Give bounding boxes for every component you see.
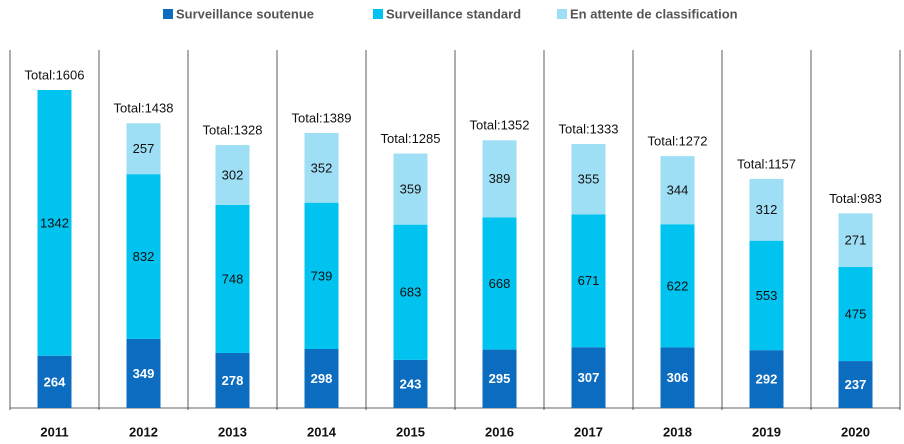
bar-segment — [571, 214, 606, 348]
legend-label: En attente de classification — [570, 6, 738, 21]
bar-segment — [37, 90, 72, 356]
bar-segment — [126, 174, 161, 339]
total-label: Total:1606 — [25, 67, 85, 82]
x-tick-label: 2019 — [752, 424, 781, 439]
bar-segment — [304, 202, 339, 349]
bar-segment — [482, 349, 517, 408]
x-tick-label: 2017 — [574, 424, 603, 439]
bar-segment — [838, 267, 873, 362]
x-tick-label: 2018 — [663, 424, 692, 439]
data-label: 739 — [311, 268, 333, 283]
bar-segment — [482, 217, 517, 350]
bar-segment — [304, 132, 339, 203]
x-tick-label: 2012 — [129, 424, 158, 439]
bar-segment — [571, 347, 606, 408]
data-label: 748 — [222, 271, 244, 286]
bar-segment — [571, 144, 606, 215]
bar-segment — [304, 348, 339, 408]
data-label: 389 — [489, 171, 511, 186]
total-label: Total:1438 — [114, 101, 174, 116]
data-label: 271 — [845, 233, 867, 248]
bar-segment — [838, 361, 873, 408]
bar-segment — [660, 156, 695, 225]
bar-segment — [37, 355, 72, 408]
bar-segment — [838, 213, 873, 268]
total-label: Total:1389 — [292, 110, 352, 125]
x-tick-label: 2016 — [485, 424, 514, 439]
bar-segment — [126, 338, 161, 408]
data-label: 622 — [667, 278, 689, 293]
data-label: 243 — [400, 376, 422, 391]
data-label: 306 — [667, 370, 689, 385]
bar-segment — [749, 178, 784, 241]
total-label: Total:983 — [829, 191, 882, 206]
legend-swatch — [163, 9, 173, 19]
total-label: Total:1157 — [737, 156, 796, 171]
data-label: 292 — [756, 372, 778, 387]
bar-segment — [215, 145, 250, 205]
bar-segment — [660, 224, 695, 348]
data-label: 1342 — [40, 215, 69, 230]
total-label: Total:1285 — [381, 131, 441, 146]
bar-segment — [215, 352, 250, 408]
data-label: 832 — [133, 249, 155, 264]
data-label: 553 — [756, 288, 778, 303]
data-label: 302 — [222, 167, 244, 182]
data-label: 298 — [311, 371, 333, 386]
data-label: 352 — [311, 160, 333, 175]
data-label: 475 — [845, 306, 867, 321]
bar-segment — [749, 240, 784, 351]
data-label: 359 — [400, 182, 422, 197]
data-label: 237 — [845, 377, 867, 392]
bar-segment — [749, 350, 784, 408]
legend-label: Surveillance standard — [386, 6, 521, 21]
x-tick-label: 2011 — [40, 424, 68, 439]
data-label: 295 — [489, 371, 511, 386]
data-label: 344 — [667, 183, 689, 198]
data-label: 671 — [578, 273, 600, 288]
bar-segment — [126, 123, 161, 175]
bar-segment — [393, 224, 428, 360]
data-label: 312 — [756, 202, 778, 217]
data-label: 278 — [222, 373, 244, 388]
data-label: 349 — [133, 366, 155, 381]
legend-label: Surveillance soutenue — [176, 6, 314, 21]
legend-swatch — [557, 9, 567, 19]
total-label: Total:1272 — [648, 134, 708, 149]
data-label: 264 — [44, 374, 66, 389]
data-label: 307 — [578, 370, 600, 385]
data-label: 257 — [133, 141, 155, 156]
total-label: Total:1352 — [470, 118, 530, 133]
bar-segment — [660, 347, 695, 408]
bar-segment — [393, 359, 428, 408]
x-tick-label: 2014 — [307, 424, 337, 439]
legend-swatch — [373, 9, 383, 19]
data-label: 683 — [400, 285, 422, 300]
bar-segment — [215, 204, 250, 353]
x-tick-label: 2013 — [218, 424, 247, 439]
x-tick-label: 2020 — [841, 424, 870, 439]
bar-segment — [482, 140, 517, 218]
x-tick-label: 2015 — [396, 424, 425, 439]
data-label: 355 — [578, 172, 600, 187]
bar-segment — [393, 153, 428, 225]
total-label: Total:1328 — [203, 122, 263, 137]
data-label: 668 — [489, 276, 511, 291]
total-label: Total:1333 — [559, 121, 619, 136]
